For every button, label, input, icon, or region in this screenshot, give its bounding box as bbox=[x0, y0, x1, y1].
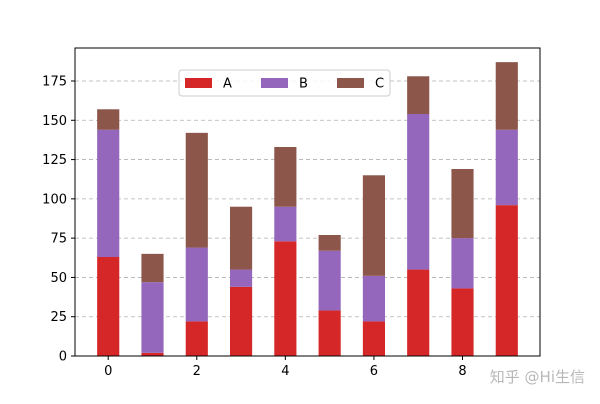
bar-segment-c bbox=[141, 253, 164, 283]
bar-segment-c bbox=[451, 169, 474, 239]
bar-segment-a bbox=[407, 269, 430, 356]
bar-segment-a bbox=[362, 321, 385, 356]
y-tick-label: 125 bbox=[42, 153, 67, 168]
bar-segment-c bbox=[97, 109, 120, 130]
bar-segment-a bbox=[318, 310, 341, 356]
bar-segment-b bbox=[141, 282, 164, 353]
bar-segment-a bbox=[274, 241, 297, 356]
bars bbox=[97, 62, 518, 356]
y-tick-label: 175 bbox=[42, 75, 67, 90]
bar-segment-b bbox=[451, 238, 474, 289]
axes: 0 25 50 75 100 125 150 175 0 2 4 6 8 bbox=[42, 47, 541, 379]
bar-segment-c bbox=[495, 62, 518, 130]
y-tick-label: 0 bbox=[59, 350, 67, 365]
bar-segment-b bbox=[362, 275, 385, 322]
bar-segment-c bbox=[318, 235, 341, 251]
bar-segment-b bbox=[274, 206, 297, 242]
bar-segment-b bbox=[230, 269, 253, 287]
y-tick-label: 75 bbox=[50, 232, 67, 247]
bar-segment-c bbox=[230, 206, 253, 270]
legend-label-c: C bbox=[375, 77, 384, 92]
legend-swatch-a bbox=[185, 78, 212, 88]
legend-swatch-c bbox=[337, 78, 364, 88]
x-tick-label: 4 bbox=[281, 364, 289, 379]
bar-segment-b bbox=[495, 129, 518, 206]
x-tick-label: 6 bbox=[370, 364, 378, 379]
bar-segment-c bbox=[407, 76, 430, 114]
x-tick-label: 8 bbox=[458, 364, 466, 379]
bar-segment-c bbox=[274, 147, 297, 207]
y-tick-label: 25 bbox=[50, 310, 67, 325]
plot-frame bbox=[74, 47, 541, 357]
bar-segment-b bbox=[185, 247, 208, 322]
y-tick-label: 150 bbox=[42, 114, 67, 129]
y-tick-label: 50 bbox=[50, 271, 67, 286]
bar-segment-a bbox=[185, 321, 208, 356]
bar-segment-b bbox=[97, 129, 120, 257]
legend-label-b: B bbox=[299, 77, 308, 92]
bar-segment-a bbox=[97, 257, 120, 356]
bar-segment-a bbox=[230, 286, 253, 356]
bar-segment-a bbox=[141, 352, 164, 356]
bar-segment-b bbox=[407, 114, 430, 270]
x-tick-label: 0 bbox=[104, 364, 112, 379]
y-tick-label: 100 bbox=[42, 192, 67, 207]
bar-segment-a bbox=[495, 205, 518, 356]
bar-segment-c bbox=[185, 132, 208, 248]
bar-segment-b bbox=[318, 250, 341, 311]
legend-label-a: A bbox=[223, 77, 232, 92]
legend: A B C bbox=[178, 69, 391, 97]
legend-swatch-b bbox=[261, 78, 288, 88]
bar-segment-c bbox=[362, 175, 385, 276]
bar-segment-a bbox=[451, 288, 474, 356]
x-tick-label: 2 bbox=[193, 364, 201, 379]
watermark-text: 知乎 @Hi生信 bbox=[490, 368, 585, 386]
